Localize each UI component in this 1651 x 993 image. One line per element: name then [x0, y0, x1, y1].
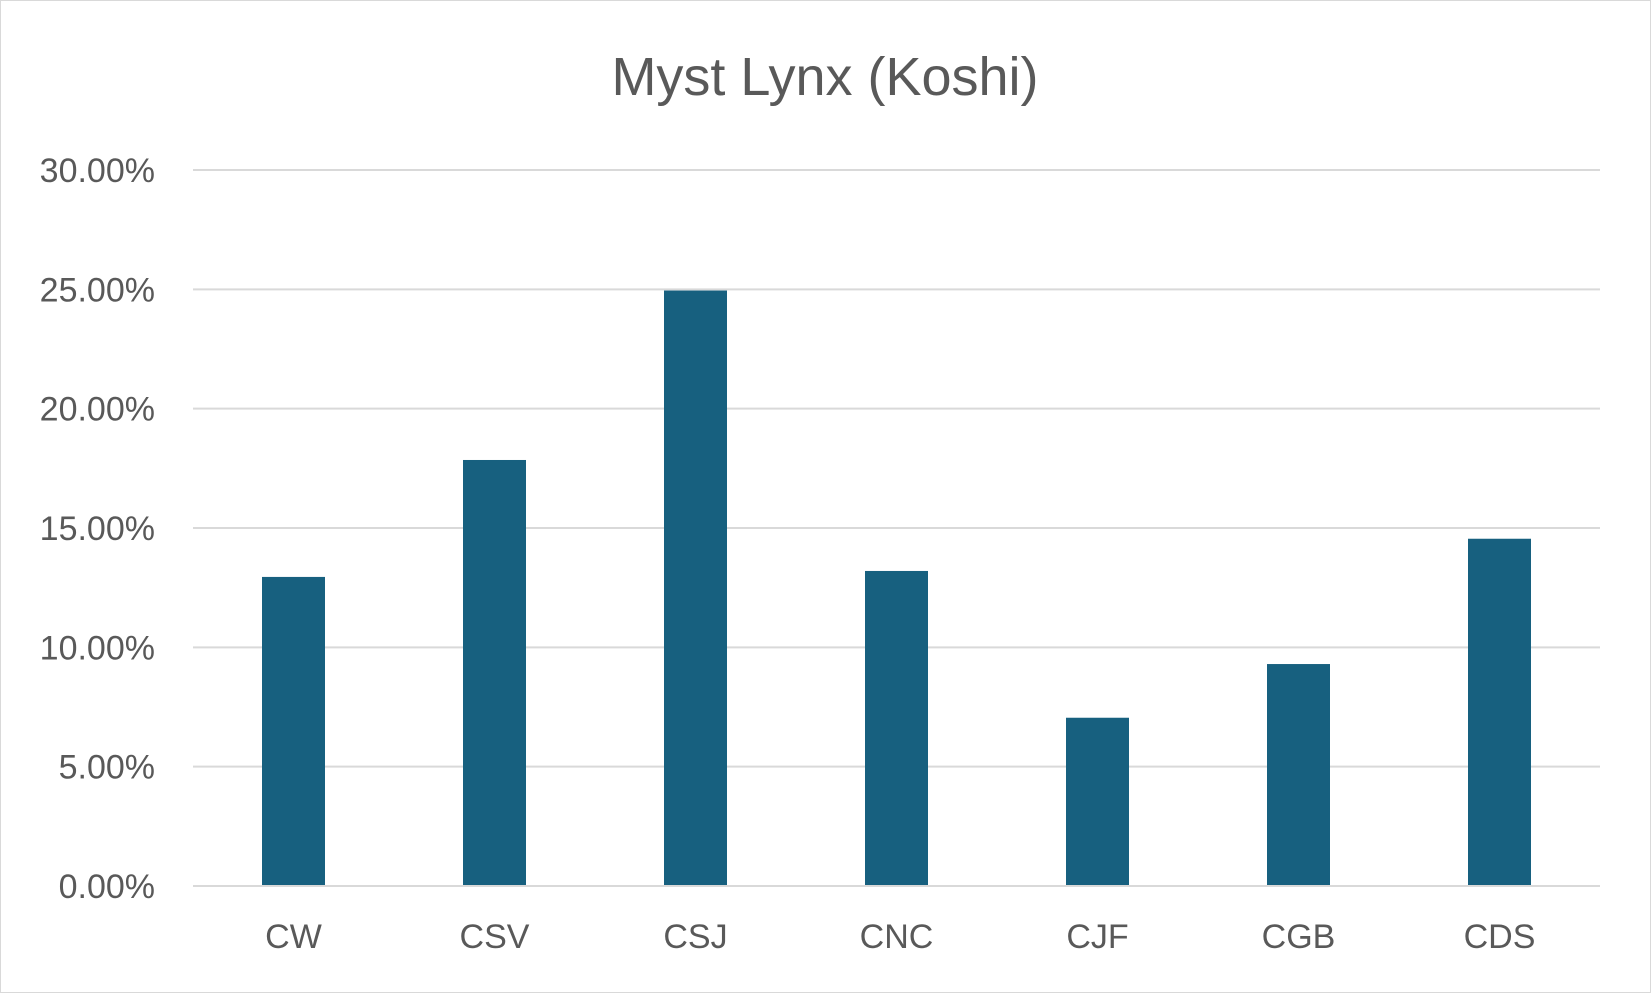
x-category-label: CJF [1066, 918, 1128, 956]
y-tick-label: 0.00% [59, 868, 155, 906]
gridlines [193, 169, 1600, 768]
x-category-label: CSJ [663, 918, 727, 956]
bar-cjf [1066, 717, 1129, 886]
x-category-label: CSV [460, 918, 530, 956]
y-tick-label: 10.00% [40, 629, 155, 667]
y-tick-label: 20.00% [40, 391, 155, 429]
bars [262, 290, 1531, 886]
bar-cds [1468, 538, 1531, 886]
y-tick-label: 30.00% [40, 152, 155, 190]
bar-csj [664, 290, 727, 886]
bar-cgb [1267, 664, 1330, 886]
bar-csv [463, 459, 526, 886]
x-category-label: CNC [860, 918, 934, 956]
x-category-label: CW [265, 918, 322, 956]
bar-cnc [865, 570, 928, 886]
y-axis-tick-labels: 0.00% 5.00% 10.00% 15.00% 20.00% 25.00% 30.00% [40, 152, 155, 906]
x-category-label: CGB [1262, 918, 1336, 956]
y-tick-label: 25.00% [40, 271, 155, 309]
chart-title: Myst Lynx (Koshi) [611, 47, 1038, 107]
y-tick-label: 5.00% [59, 749, 155, 787]
y-tick-label: 15.00% [40, 510, 155, 548]
x-category-label: CDS [1464, 918, 1536, 956]
x-axis-category-labels: CW CSV CSJ CNC CJF CGB CDS [265, 918, 1535, 956]
bar-cw [262, 576, 325, 886]
